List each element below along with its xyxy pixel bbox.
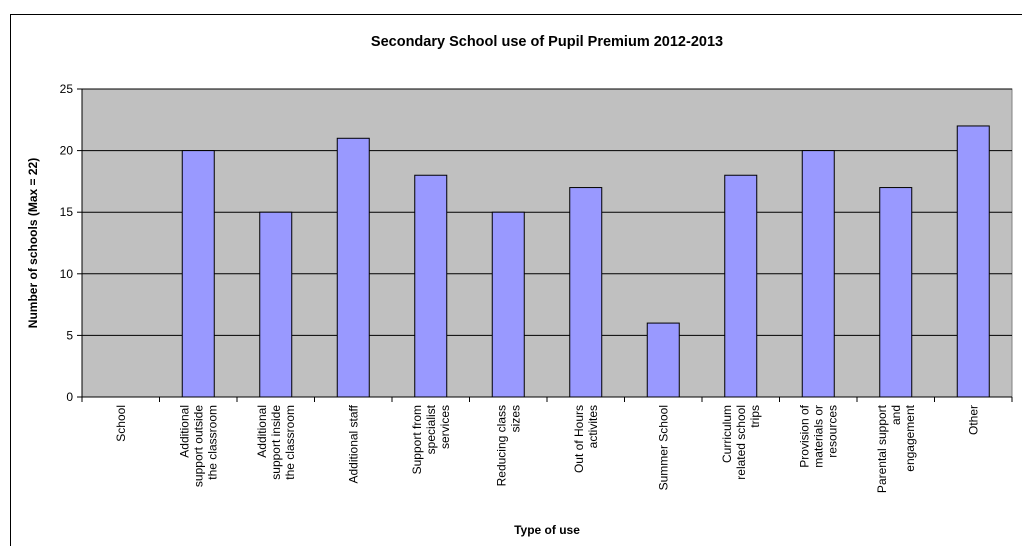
- x-tick-label-line: and: [889, 405, 903, 425]
- x-tick-label-line: Provision of: [797, 404, 811, 467]
- x-tick-label: Reducing class sizes: [494, 405, 522, 486]
- x-tick-label-line: the classroom: [205, 405, 219, 480]
- y-tick-label: 15: [60, 205, 74, 219]
- x-tick-label-line: sizes: [508, 405, 522, 432]
- plot-area: [77, 88, 1013, 402]
- x-tick-label-line: Summer School: [656, 405, 670, 490]
- x-tick-label-line: the classroom: [283, 405, 297, 480]
- x-tick-label: Out of Hours activites: [572, 405, 600, 473]
- x-tick-label: Additional staff: [346, 404, 360, 483]
- x-tick-label: Additional support outside the classroom: [177, 405, 219, 487]
- x-tick-label-line: related school: [734, 405, 748, 480]
- x-tick-label: Curriculum related school trips: [720, 405, 762, 480]
- y-tick-label: 25: [60, 82, 74, 96]
- x-tick-label-line: Out of Hours: [572, 405, 586, 473]
- x-tick-label: Summer School: [656, 405, 670, 490]
- plot-background: [81, 88, 1013, 398]
- x-tick-label-line: engagement: [903, 404, 917, 471]
- x-tick-label: School: [114, 405, 128, 442]
- x-tick-label-line: specialist: [424, 404, 438, 454]
- bar: [646, 322, 680, 398]
- x-tick-label-line: Additional: [177, 405, 191, 458]
- x-tick-label: Other: [966, 405, 980, 435]
- x-tick-label-line: support outside: [191, 405, 205, 487]
- y-tick-label: 0: [66, 390, 73, 404]
- x-tick-label-line: services: [438, 405, 452, 449]
- x-tick-label-line: Parental support: [875, 404, 889, 493]
- x-tick-label-line: Other: [966, 405, 980, 435]
- bar: [879, 187, 913, 398]
- bar: [724, 174, 758, 398]
- y-tick-label: 20: [60, 144, 74, 158]
- x-tick-label-line: Support from: [410, 405, 424, 474]
- y-tick-label: 10: [60, 267, 74, 281]
- x-axis-title: Type of use: [514, 523, 580, 537]
- bar: [801, 150, 835, 398]
- x-tick-label-line: Curriculum: [720, 405, 734, 463]
- x-tick-label: Support from specialist services: [410, 404, 452, 474]
- x-tick-label-line: materials or: [811, 405, 825, 468]
- bar: [414, 174, 448, 398]
- bar: [259, 211, 293, 398]
- x-tick-label-line: School: [114, 405, 128, 442]
- x-tick-label: Provision of materials or resources: [797, 404, 839, 467]
- bar: [569, 187, 603, 398]
- chart-title: Secondary School use of Pupil Premium 20…: [370, 34, 724, 50]
- bar: [956, 125, 990, 398]
- x-tick-label-line: Additional: [255, 405, 269, 458]
- x-tick-label-line: Additional staff: [346, 404, 360, 483]
- x-tick-label-line: trips: [748, 405, 762, 428]
- x-tick-label-line: Reducing class: [494, 405, 508, 486]
- x-tick-label-line: activites: [586, 405, 600, 448]
- x-tick-label: Additional support inside the classroom: [255, 405, 297, 480]
- y-axis-title: Number of schools (Max = 22): [26, 158, 40, 328]
- x-tick-label-line: resources: [825, 405, 839, 458]
- bar: [181, 150, 215, 398]
- bar: [336, 137, 370, 398]
- bar: [491, 211, 525, 398]
- x-tick-label: Parental support and engagement: [875, 404, 917, 493]
- x-tick-label-line: support inside: [269, 405, 283, 480]
- chart-frame: [10, 14, 1022, 546]
- y-tick-label: 5: [66, 328, 73, 342]
